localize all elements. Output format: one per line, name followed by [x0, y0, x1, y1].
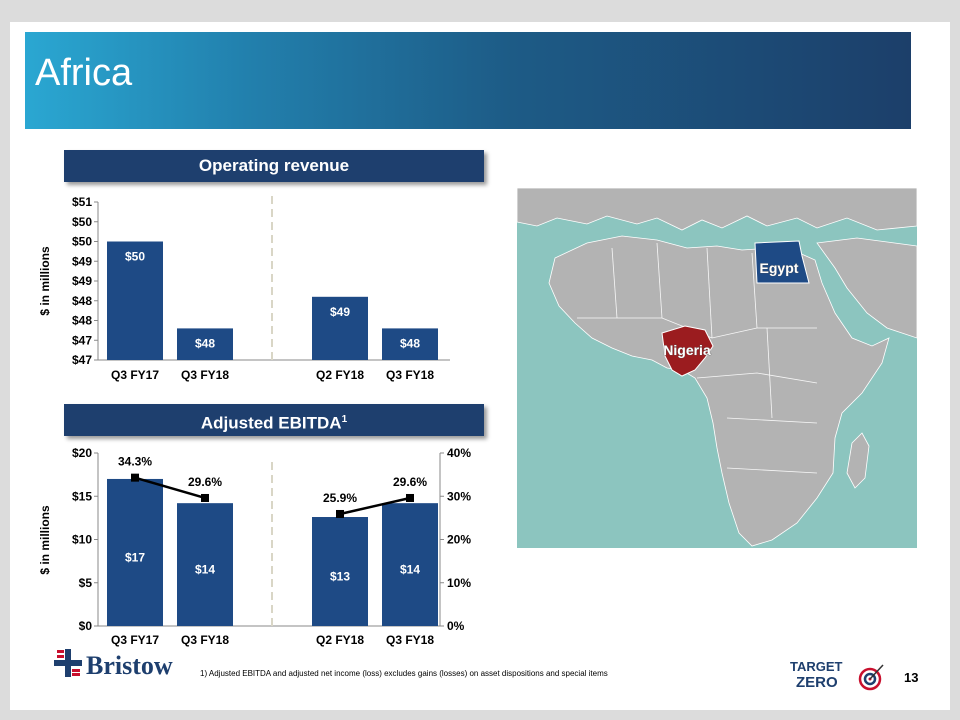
- y-tick-label: $5: [79, 576, 93, 590]
- operating-revenue-header-text: Operating revenue: [198, 156, 350, 175]
- revenue-bar: [382, 328, 438, 360]
- revenue-bar: [177, 328, 233, 360]
- x-tick-label: Q2 FY18: [316, 368, 364, 382]
- margin-line-segment: [134, 476, 206, 500]
- ebitda-bar: [107, 478, 163, 626]
- y-tick-label: $51: [72, 195, 92, 209]
- bristow-logo-text: Bristow: [86, 651, 173, 680]
- margin-label: 29.6%: [393, 475, 427, 489]
- map-border: [726, 417, 818, 424]
- map-border: [766, 327, 773, 419]
- map-europe-land: [517, 188, 917, 231]
- ebitda-header-text: Adjusted EBITDA: [200, 413, 342, 433]
- target-zero-logo: TARGET ZERO: [790, 657, 890, 698]
- ebitda-chart: $0 $5 $10 $15 $20 0% 10% 20% 30% 40% $ in millions…: [38, 446, 471, 647]
- header-band: [25, 32, 911, 129]
- revenue-bar-label: $48: [195, 336, 215, 350]
- revenue-bar: [107, 241, 163, 360]
- ebitda-bar-label: $13: [330, 570, 350, 584]
- y-axis-title: $ in millions: [38, 246, 52, 316]
- y-tick-label: $49: [72, 274, 92, 288]
- margin-point: [406, 493, 414, 502]
- revenue-bar-label: $49: [330, 305, 350, 319]
- y-axis-title: $ in millions: [38, 505, 52, 575]
- margin-label: 29.6%: [188, 475, 222, 489]
- ebitda-bar: [382, 503, 438, 626]
- revenue-bar-label: $50: [125, 250, 145, 264]
- ebitda-header-footnote-marker: 1: [341, 414, 348, 425]
- y-tick-label: $47: [72, 353, 92, 367]
- revenue-bar-label: $48: [400, 336, 420, 350]
- bristow-flag-icon: [54, 649, 82, 677]
- y-tick-label: $50: [72, 235, 92, 249]
- ebitda-bar: [177, 503, 233, 626]
- map-nigeria-country: [661, 325, 714, 377]
- x-tick-label: Q3 FY18: [386, 368, 434, 382]
- y-tick-label: $48: [72, 294, 92, 308]
- page-title: Africa: [35, 52, 133, 94]
- map-borders: [577, 242, 818, 474]
- margin-label: 25.9%: [323, 491, 357, 505]
- target-icon: [858, 664, 884, 691]
- revenue-bar: [312, 296, 368, 360]
- ebitda-bar-label: $17: [125, 550, 145, 564]
- y-tick-label: $15: [72, 489, 92, 503]
- footnote: 1) Adjusted EBITDA and adjusted net inco…: [200, 669, 608, 678]
- map-border: [611, 247, 618, 319]
- ebitda-header: Adjusted EBITDA1: [64, 404, 484, 436]
- y2-tick-label: 30%: [447, 489, 471, 503]
- x-tick-label: Q3 FY17: [111, 368, 159, 382]
- slide: Africa Operating revenue Adjusted EBITDA…: [10, 22, 950, 710]
- y-tick-label: $49: [72, 254, 92, 268]
- y2-tick-label: 20%: [447, 533, 471, 547]
- y-tick-label: $20: [72, 446, 92, 460]
- map-egypt-country: [754, 240, 810, 284]
- margin-line-segment: [339, 496, 411, 516]
- ebitda-bar: [312, 517, 368, 626]
- y2-tick-label: 40%: [447, 446, 471, 460]
- map-border: [577, 317, 817, 339]
- x-tick-label: Q3 FY18: [386, 633, 434, 647]
- y-tick-label: $10: [72, 533, 92, 547]
- y-tick-label: $50: [72, 215, 92, 229]
- y-tick-label: $0: [79, 619, 93, 633]
- y-tick-label: $48: [72, 314, 92, 328]
- ebitda-bar-label: $14: [195, 563, 215, 577]
- map-arabia-land: [816, 237, 917, 339]
- africa-map: Egypt Nigeria: [517, 188, 917, 548]
- map-border: [726, 467, 818, 474]
- page-number: 13: [904, 670, 919, 685]
- y2-tick-label: 10%: [447, 576, 471, 590]
- y-tick-label: $47: [72, 333, 92, 347]
- map-border: [696, 372, 818, 384]
- margin-point: [201, 493, 209, 502]
- map-border: [656, 242, 663, 319]
- map-madagascar-land: [846, 432, 870, 489]
- margin-label: 34.3%: [118, 455, 152, 469]
- x-tick-label: Q2 FY18: [316, 633, 364, 647]
- x-tick-label: Q3 FY17: [111, 633, 159, 647]
- target-zero-bottom-text: ZERO: [796, 674, 838, 691]
- margin-point: [131, 473, 139, 482]
- x-tick-label: Q3 FY18: [181, 633, 229, 647]
- y2-tick-label: 0%: [447, 619, 465, 633]
- map-border: [751, 252, 758, 329]
- bristow-logo: Bristow: [54, 647, 194, 686]
- margin-point: [336, 509, 344, 518]
- operating-revenue-chart: $47 $47 $48 $48 $49 $49 $50 $50 $51 $ in millions…: [38, 195, 450, 382]
- map-border: [706, 247, 713, 339]
- map-label-egypt: Egypt: [760, 260, 799, 276]
- target-zero-top-text: TARGET: [790, 659, 843, 674]
- x-tick-label: Q3 FY18: [181, 368, 229, 382]
- map-label-nigeria: Nigeria: [663, 342, 711, 358]
- ebitda-bar-label: $14: [400, 563, 420, 577]
- operating-revenue-header: Operating revenue: [64, 150, 484, 182]
